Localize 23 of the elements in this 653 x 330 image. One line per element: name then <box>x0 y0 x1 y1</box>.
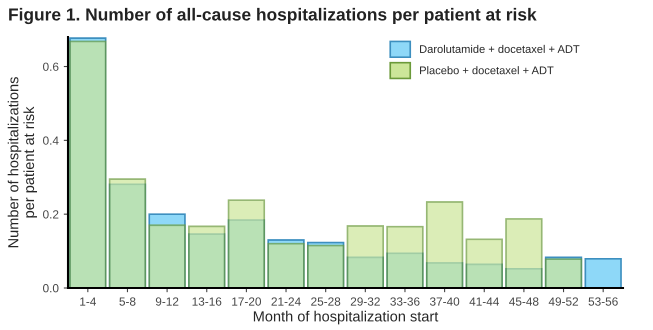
y-tick-label: 0.2 <box>43 210 58 219</box>
x-tick-label: 45-48 <box>509 297 538 306</box>
x-tick-label: 5-8 <box>119 297 136 306</box>
y-tick-label: 0.6 <box>43 62 58 71</box>
y-axis-title: Number of hospitalizations per patient at risk <box>8 77 38 248</box>
x-tick-label: 37-40 <box>430 297 460 306</box>
x-tick-label: 9-12 <box>156 297 178 306</box>
legend-label: Placebo + docetaxel + ADT <box>420 66 554 74</box>
x-tick-label: 29-32 <box>350 297 380 306</box>
x-tick-label: 49-52 <box>548 297 578 306</box>
x-axis-title: Month of hospitalization start <box>254 310 438 324</box>
legend-label: Darolutamide + docetaxel + ADT <box>420 44 580 53</box>
x-tick-label: 53-56 <box>588 297 618 306</box>
x-tick-label: 25-28 <box>311 297 340 306</box>
x-tick-label: 41-44 <box>469 297 500 306</box>
x-tick-label: 21-24 <box>272 297 301 306</box>
y-tick-label: 0.0 <box>43 284 59 292</box>
x-tick-label: 33-36 <box>390 297 420 306</box>
chart-title: Figure 1. Number of all-cause hospitalizations per patient at risk <box>9 8 537 24</box>
x-tick-label: 13-16 <box>192 297 222 306</box>
y-tick-label: 0.4 <box>43 136 59 145</box>
x-tick-label: 17-20 <box>232 297 262 306</box>
x-tick-label: 1-4 <box>80 297 96 306</box>
